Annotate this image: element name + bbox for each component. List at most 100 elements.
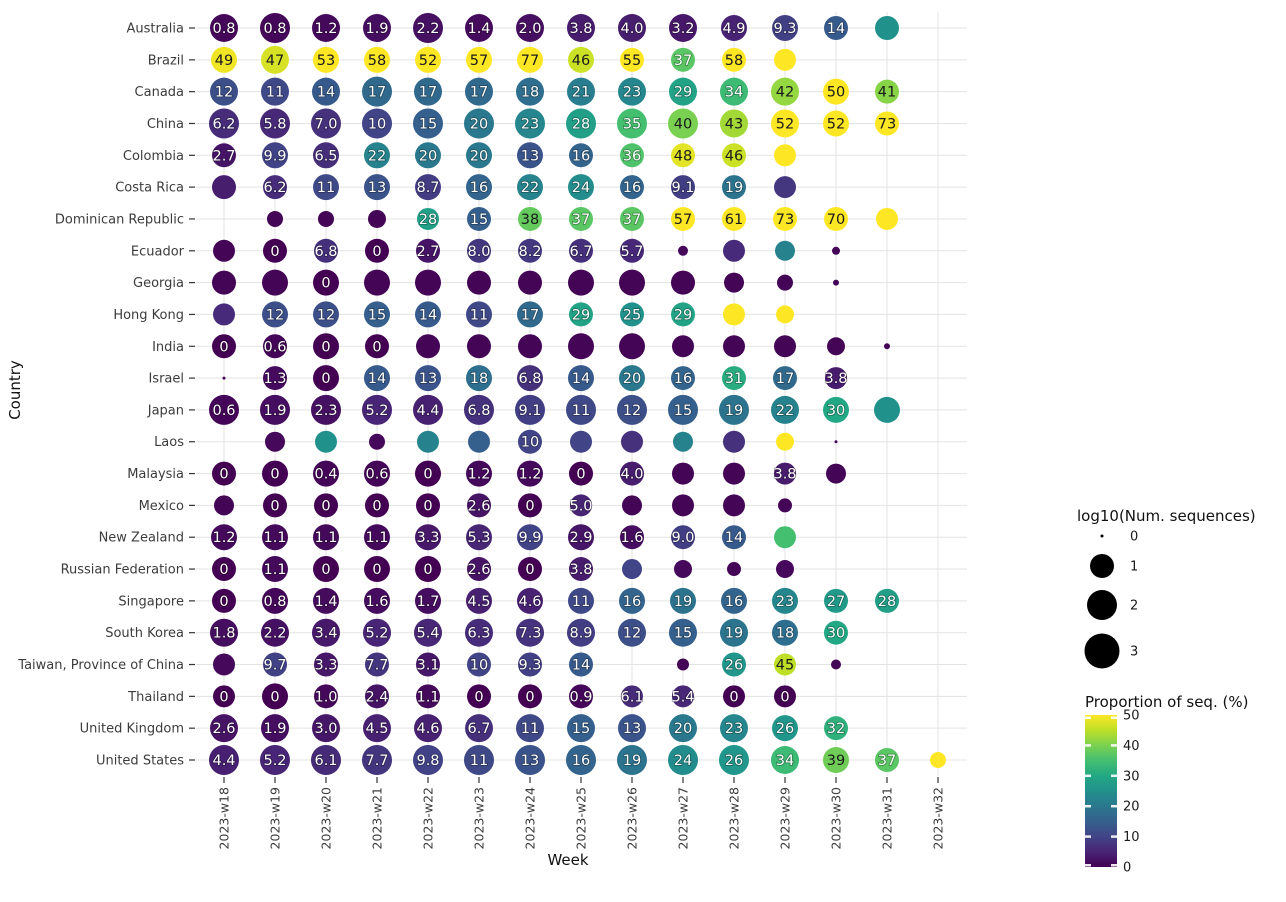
bubble <box>517 174 543 201</box>
bubble-label: 1.9 <box>263 721 286 737</box>
bubble-label: 2.6 <box>467 498 490 514</box>
bubble-label: 1.2 <box>518 467 541 483</box>
bubble-label: 4.5 <box>365 721 388 737</box>
bubble <box>466 46 492 73</box>
size-legend-dot <box>1090 554 1114 578</box>
bubble <box>671 206 695 231</box>
bubble <box>773 366 797 391</box>
bubble-label: 22 <box>368 148 386 164</box>
bubble-label: 57 <box>674 212 692 228</box>
bubble-label: 0 <box>321 339 330 355</box>
bubble <box>210 14 238 42</box>
bubble-label: 1.1 <box>365 530 388 546</box>
colorbar-tick <box>1111 774 1117 778</box>
bubble <box>212 175 236 200</box>
bubble <box>833 279 839 286</box>
bubble-label: 3.8 <box>569 21 592 37</box>
bubble-label: 32 <box>827 721 845 737</box>
x-axis-title: Week <box>547 851 589 869</box>
bubble <box>515 394 545 425</box>
bubble-label: 50 <box>827 85 845 101</box>
bubble <box>518 557 542 582</box>
bubble <box>416 684 440 709</box>
y-tick-label: Singapore <box>118 594 184 609</box>
bubble <box>466 174 492 201</box>
bubble-label: 14 <box>827 21 845 37</box>
bubble-label: 0 <box>423 498 432 514</box>
bubble-label: 0.6 <box>263 339 286 355</box>
bubble-label: 0 <box>270 689 279 705</box>
bubble-label: 4.4 <box>212 753 235 769</box>
bubble-label: 16 <box>725 594 743 610</box>
bubble-label: 20 <box>470 116 488 132</box>
bubble-label: 25 <box>623 307 641 323</box>
bubble <box>416 493 440 518</box>
bubble <box>771 395 799 424</box>
bubble <box>364 365 390 392</box>
size-legend-tick-label: 0 <box>1130 530 1138 545</box>
bubble-label: 28 <box>419 212 437 228</box>
bubble <box>262 524 288 551</box>
bubble-label: 2.0 <box>518 21 541 37</box>
bubble <box>364 556 390 583</box>
bubble-label: 8.0 <box>467 244 490 260</box>
bubble <box>774 48 796 71</box>
bubble <box>568 269 594 296</box>
bubble-label: 20 <box>623 371 641 387</box>
bubble <box>567 618 595 647</box>
bubble-label: 58 <box>368 53 386 69</box>
bubble <box>619 269 645 296</box>
bubble-label: 15 <box>572 721 590 737</box>
bubble <box>824 588 848 613</box>
bubble-label: 24 <box>572 180 590 196</box>
y-tick-label: Colombia <box>123 149 184 164</box>
bubble <box>516 714 544 743</box>
bubble <box>313 174 339 201</box>
bubble <box>569 461 593 486</box>
bubble <box>772 15 798 41</box>
bubble <box>314 684 338 709</box>
bubble <box>312 77 340 106</box>
bubble <box>570 494 592 517</box>
bubble <box>517 365 543 392</box>
bubble <box>617 745 647 775</box>
bubble <box>263 652 287 677</box>
bubble <box>260 13 290 43</box>
bubble <box>771 77 799 106</box>
bubble-label: 3.3 <box>314 658 337 674</box>
bubble <box>772 619 798 646</box>
bubble <box>213 653 235 676</box>
bubble <box>517 524 543 551</box>
bubble <box>261 618 289 647</box>
bubble-label: 11 <box>470 753 488 769</box>
bubble-label: 0 <box>321 498 330 514</box>
bubble-label: 0 <box>219 594 228 610</box>
bubble-label: 4.9 <box>722 21 745 37</box>
bubble-label: 6.8 <box>518 371 541 387</box>
size-legend-dot <box>1087 590 1117 620</box>
bubble-label: 7.3 <box>518 626 541 642</box>
bubble <box>823 396 849 423</box>
colorbar-tick <box>1085 864 1091 867</box>
bubble-label: 9.7 <box>263 658 286 674</box>
bubble-label: 16 <box>623 180 641 196</box>
bubble <box>416 238 440 263</box>
bubble-label: 1.1 <box>416 689 439 705</box>
bubble-label: 14 <box>419 307 437 323</box>
bubble <box>771 109 799 138</box>
bubble <box>516 77 544 106</box>
bubble <box>313 556 339 583</box>
bubble <box>464 394 494 425</box>
bubble <box>515 745 545 775</box>
colorbar-tick-label: 20 <box>1123 800 1140 815</box>
bubble <box>212 557 236 582</box>
bubble <box>414 618 442 647</box>
bubble <box>311 394 341 425</box>
bubble <box>671 525 695 550</box>
size-legend-dot <box>1084 633 1120 669</box>
bubble <box>211 524 237 551</box>
bubble <box>619 587 645 614</box>
bubble-label: 46 <box>572 53 590 69</box>
bubble-label: 5.2 <box>365 626 388 642</box>
bubble <box>875 16 899 40</box>
